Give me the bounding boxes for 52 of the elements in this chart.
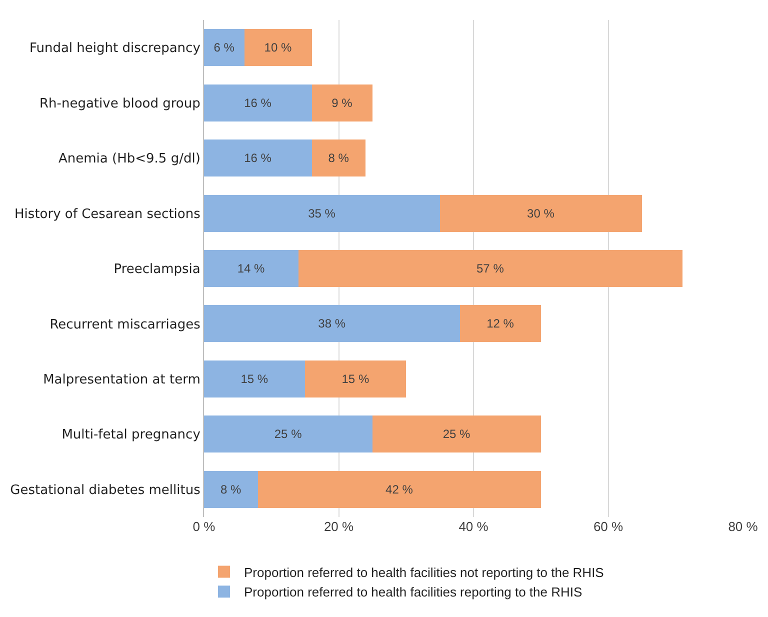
bar — [204, 194, 440, 232]
data-label: 8 % — [220, 482, 242, 496]
bar — [204, 84, 312, 122]
legend-label: Proportion referred to health facilities not reporting to the RHIS — [244, 564, 604, 580]
y-tick-label: Preeclampsia — [114, 262, 200, 278]
bar — [204, 470, 258, 508]
bar — [204, 29, 244, 66]
data-label: 15 % — [240, 372, 268, 386]
data-label: 25 % — [274, 427, 302, 442]
data-label: 6 % — [214, 40, 235, 55]
y-tick-label: Fundal height discrepancy — [29, 41, 201, 56]
bar — [305, 360, 406, 398]
x-tick-label: 80 % — [728, 519, 758, 534]
bar — [258, 470, 541, 508]
data-label: 38 % — [318, 316, 346, 331]
data-label: 10 % — [264, 40, 292, 55]
data-label: 14 % — [237, 262, 266, 276]
x-tick-label: 20 % — [324, 519, 354, 534]
legend-label: Proportion referred to health facilities reporting to the RHIS — [244, 584, 582, 600]
data-label: 8 % — [328, 151, 350, 166]
y-tick-label: History of Cesarean sections — [14, 206, 201, 222]
y-tick-label: Malpresentation at term — [43, 372, 200, 388]
x-tick-label: 60 % — [593, 519, 624, 534]
x-tick-label: 0 % — [192, 519, 216, 534]
bar — [204, 360, 306, 398]
data-label: 15 % — [342, 372, 370, 386]
bar — [204, 250, 298, 287]
bar — [440, 194, 642, 232]
bar — [372, 416, 541, 453]
x-tick-label: 40 % — [458, 519, 489, 534]
data-label: 12 % — [486, 316, 514, 331]
bar — [460, 305, 541, 342]
y-tick-label: Multi-fetal pregnancy — [62, 428, 201, 443]
data-label: 16 % — [244, 151, 272, 166]
bar — [312, 140, 366, 177]
y-tick-label: Gestational diabetes mellitus — [10, 482, 201, 498]
y-tick-label: Anemia (Hb<9.5 g/dl) — [58, 152, 200, 167]
data-label: 35 % — [308, 206, 336, 220]
data-label: 25 % — [442, 427, 470, 442]
bar — [312, 84, 372, 122]
bar — [204, 140, 312, 177]
bar — [204, 416, 372, 453]
data-label: 42 % — [386, 482, 414, 496]
bar — [244, 29, 312, 66]
data-label: 30 % — [527, 206, 555, 220]
data-label: 16 % — [244, 96, 272, 110]
y-tick-label: Recurrent miscarriages — [50, 317, 201, 332]
y-tick-label: Rh-negative blood group — [40, 96, 200, 112]
data-label: 57 % — [476, 262, 504, 276]
data-label: 9 % — [332, 96, 353, 110]
bar — [298, 250, 682, 287]
bar — [204, 305, 460, 342]
